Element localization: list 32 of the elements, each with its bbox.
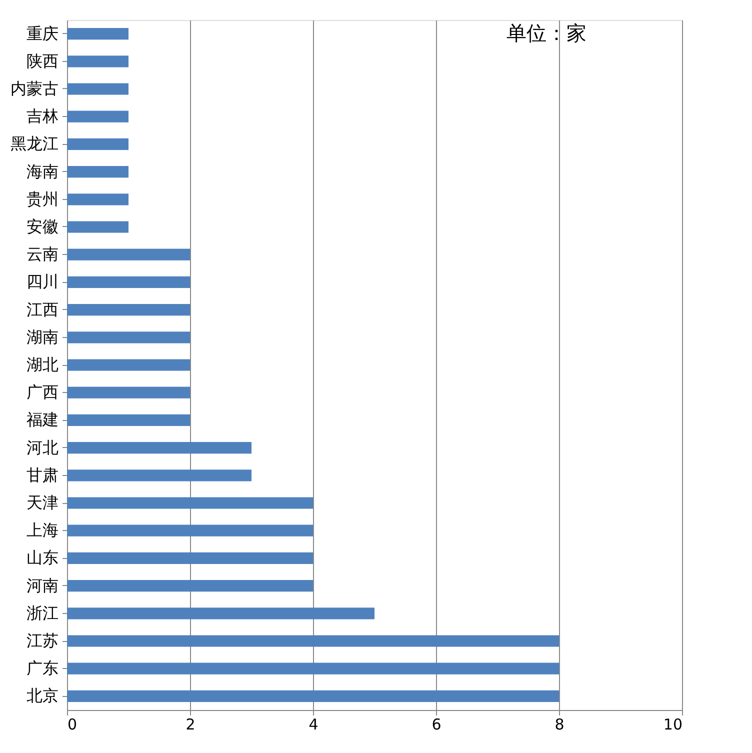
x-tick-label: 8 [554, 716, 564, 734]
y-tick-label: 云南 [26, 244, 58, 264]
y-tick-label: 上海 [26, 520, 58, 540]
y-tick-label: 江西 [26, 300, 58, 319]
y-tick-label: 四川 [26, 272, 58, 292]
y-tick-label: 湖南 [26, 327, 58, 346]
y-tick-label: 甘肃 [26, 465, 58, 484]
y-tick-label: 重庆 [26, 24, 58, 43]
y-tick-label: 陕西 [26, 51, 58, 70]
x-tick-label: 10 [663, 716, 682, 734]
y-tick-label: 天津 [26, 493, 58, 512]
x-tick-label: 0 [68, 716, 78, 734]
x-tick-label: 2 [186, 716, 196, 734]
y-tick-label: 内蒙古 [10, 79, 58, 98]
y-tick-label: 海南 [26, 162, 58, 181]
y-tick-label: 江苏 [26, 631, 58, 650]
y-tick-label: 北京 [26, 686, 58, 706]
x-tick-label: 6 [432, 716, 442, 734]
x-tick-label: 4 [308, 716, 318, 734]
y-tick-label: 广东 [26, 658, 58, 678]
y-tick-label: 福建 [26, 410, 58, 430]
y-tick-label: 黑龙江 [10, 134, 58, 154]
y-tick-label: 吉林 [26, 106, 58, 126]
annotation: 单位：家 [506, 21, 587, 45]
y-tick-label: 山东 [26, 548, 58, 568]
y-tick-label: 河北 [26, 438, 58, 457]
y-tick-label: 河南 [26, 576, 58, 595]
y-tick-label: 浙江 [26, 603, 58, 622]
y-tick-label: 安徽 [26, 217, 58, 236]
y-tick-label: 贵州 [26, 189, 58, 208]
y-tick-label: 广西 [26, 382, 58, 402]
y-tick-label: 湖北 [26, 355, 58, 374]
